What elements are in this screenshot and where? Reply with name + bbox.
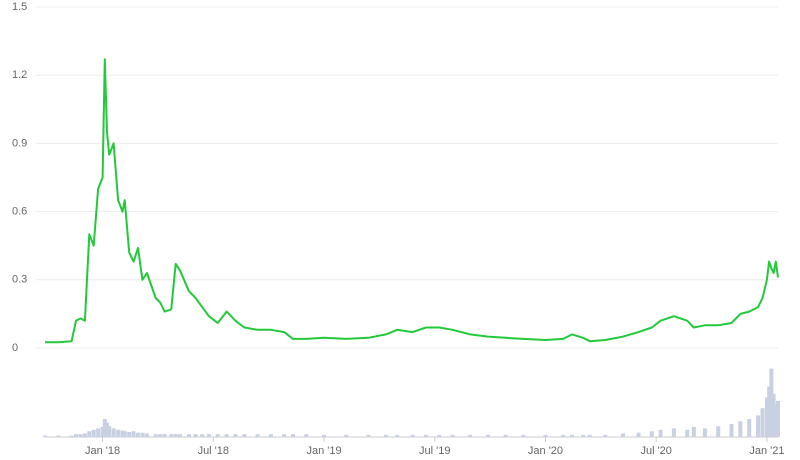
volume-bar [423,434,428,437]
volume-bar [173,434,178,437]
volume-bar [96,428,101,437]
y-tick-label: 0 [12,342,18,354]
volume-bar [756,415,761,437]
volume-bar [747,419,752,437]
volume-bar [587,434,592,437]
volume-bar [255,434,260,437]
y-tick-label: 0.6 [12,206,27,218]
volume-bar [570,434,575,437]
x-tick-label: Jul '19 [419,445,450,457]
volume-bar [767,386,772,437]
volume-bar [384,434,389,437]
volume-bar [649,431,654,437]
volume-bar [136,432,141,437]
volume-bar [344,434,349,437]
volume-bar [82,433,87,437]
volume-bar [543,434,548,437]
volume-bar [468,434,473,437]
volume-bar [200,434,205,437]
y-tick-label: 1.5 [12,1,27,13]
x-tick-label: Jan '18 [85,445,120,457]
volume-bar [561,434,566,437]
volume-bar [738,421,743,437]
volume-bar [291,434,296,437]
volume-bar [521,434,526,437]
volume-bar [78,434,83,437]
volume-bar [658,429,663,437]
volume-bar [410,434,415,437]
volume-bar [100,426,105,437]
x-tick-label: Jul '20 [640,445,671,457]
volume-bar [127,431,132,437]
y-tick-label: 1.2 [12,69,27,81]
volume-bar [282,434,287,437]
volume-bar [450,434,455,437]
volume-bar [603,434,608,437]
volume-bar [43,435,47,437]
volume-bar [56,435,61,437]
volume-bar [771,393,776,437]
volume-bar [437,434,442,437]
volume-bar [120,430,125,437]
x-tick-label: Jul '18 [198,445,229,457]
volume-bar [233,434,238,437]
volume-bar [776,401,780,437]
volume-bar [769,368,774,437]
volume-bar [122,431,127,437]
price-line [45,58,779,344]
volume-bar [503,434,508,437]
volume-bar [671,428,676,437]
volume-bar [773,404,778,437]
volume-bar [206,434,211,437]
x-tick-label: Jan '19 [306,445,341,457]
volume-bar [691,426,696,437]
volume-bar [636,432,641,437]
volume-bar [116,429,121,437]
volume-bar [140,432,145,437]
volume-bar [760,408,765,437]
volume-bar [169,434,174,437]
volume-bar [144,433,149,437]
volume-bar [395,434,400,437]
volume-bar [242,434,247,437]
volume-bar [111,428,116,437]
volume-bar [153,434,158,437]
y-tick-label: 0.9 [12,137,27,149]
volume-bar [620,433,625,437]
volume-bar [107,426,112,437]
volume-bar [178,434,183,437]
volume-bar [224,434,229,437]
volume-bar [215,434,220,437]
x-tick-label: Jan '20 [528,445,563,457]
volume-bar [685,429,690,437]
volume-bar [485,434,490,437]
volume-bar [366,434,371,437]
volume-bar [186,434,191,437]
x-tick-label: Jan '21 [749,445,784,457]
volume-bar [716,426,721,437]
volume-bar [304,434,309,437]
volume-bar [322,434,327,437]
volume-bar [729,424,734,437]
volume-bar [162,434,167,437]
volume-bar [105,422,110,437]
volume-bar [158,434,163,437]
volume-bar [91,429,96,437]
volume-bar [702,428,707,437]
volume-bar [193,434,198,437]
volume-bar [74,434,79,437]
volume-bar [69,435,74,437]
volume-bar [764,397,769,437]
volume-bar [131,431,136,437]
volume-bar [102,419,107,437]
volume-bar [87,431,92,437]
y-tick-label: 0.3 [12,274,27,286]
volume-bar [581,434,586,437]
volume-bar [268,434,273,437]
